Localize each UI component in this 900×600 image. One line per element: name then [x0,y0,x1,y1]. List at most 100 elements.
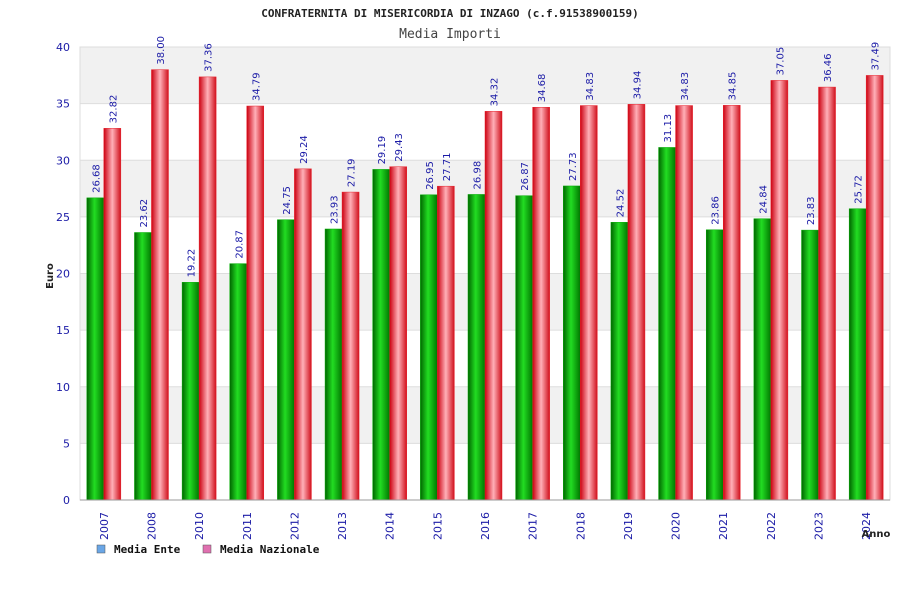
bar-nazionale-2019 [627,104,646,501]
y-axis-ticks: 0 5 10 15 20 25 30 35 40 [56,41,70,507]
value-label-ente-2018: 27.73 [568,152,579,181]
bar-nazionale-2012 [294,168,312,501]
x-tick-label: 2018 [574,512,587,540]
value-label-nazionale-2014: 29.43 [394,133,405,162]
value-label-nazionale-2022: 37.05 [775,47,786,76]
value-label-ente-2019: 24.52 [615,189,626,218]
y-tick-label: 5 [63,437,70,450]
value-label-ente-2013: 23.93 [330,195,341,224]
value-label-nazionale-2021: 34.85 [728,72,739,101]
bar-nazionale-2016 [484,111,503,501]
bar-ente-2021 [705,229,724,501]
chart-title: CONFRATERNITA DI MISERICORDIA DI INZAGO … [261,7,639,20]
value-label-nazionale-2008: 38.00 [156,36,167,65]
bar-ente-2018 [563,185,581,501]
x-tick-label: 2020 [670,512,683,540]
value-label-nazionale-2019: 34.94 [632,71,643,100]
x-tick-label: 2015 [431,512,444,540]
bar-ente-2023 [801,229,819,501]
y-tick-label: 15 [56,324,70,337]
bar-nazionale-2014 [389,166,407,501]
bar-nazionale-2015 [437,185,455,501]
bar-nazionale-2024 [865,75,884,501]
value-label-ente-2021: 23.86 [711,196,722,225]
legend-label-ente: Media Ente [114,543,181,556]
value-label-nazionale-2012: 29.24 [299,135,310,164]
bar-ente-2012 [277,219,295,501]
bar-ente-2008 [134,232,152,501]
legend-swatch-nazionale [202,544,212,554]
x-tick-label: 2017 [527,512,540,540]
value-label-ente-2022: 24.84 [758,185,769,214]
x-tick-label: 2024 [860,512,873,540]
value-label-nazionale-2013: 27.19 [347,158,358,187]
bar-ente-2011 [229,263,248,501]
x-tick-label: 2011 [241,512,254,540]
bar-nazionale-2022 [770,80,789,501]
value-label-nazionale-2016: 34.32 [490,78,501,107]
bar-nazionale-2010 [198,76,217,501]
value-label-nazionale-2023: 36.46 [823,53,834,82]
bar-nazionale-2020 [675,105,693,501]
x-tick-label: 2019 [622,512,635,540]
value-label-ente-2024: 25.72 [854,175,865,204]
value-label-nazionale-2017: 34.68 [537,74,548,103]
bar-nazionale-2013 [341,191,360,501]
x-tick-label: 2014 [384,512,397,540]
bar-nazionale-2008 [151,69,169,501]
bar-nazionale-2011 [246,105,265,501]
x-tick-label: 2007 [98,512,111,540]
y-tick-label: 0 [63,494,70,507]
y-tick-label: 40 [56,41,70,54]
bar-nazionale-2007 [103,128,122,501]
value-labels: 26.68 32.82 23.62 38.00 19.22 37.36 20.87 34.79… [91,36,881,277]
value-label-ente-2016: 26.98 [473,161,484,190]
bar-ente-2015 [420,194,438,501]
value-label-nazionale-2015: 27.71 [442,153,453,182]
value-label-ente-2008: 23.62 [139,199,150,228]
x-axis-label: Anno [862,529,891,540]
y-tick-label: 10 [56,381,70,394]
legend: Media Ente Media Nazionale [96,543,320,556]
legend-label-nazionale: Media Nazionale [220,543,320,556]
x-tick-label: 2012 [288,512,301,540]
value-label-ente-2015: 26.95 [425,161,436,190]
y-tick-label: 25 [56,211,70,224]
y-axis-label: Euro [45,263,56,289]
value-label-nazionale-2007: 32.82 [108,95,119,124]
bar-ente-2016 [467,194,486,501]
bar-nazionale-2018 [580,105,598,501]
value-label-nazionale-2020: 34.83 [680,72,691,101]
y-tick-label: 20 [56,268,70,281]
bar-ente-2022 [753,218,772,501]
bar-ente-2020 [658,147,676,501]
x-axis-ticks: 2007 2008 2010 2011 2012 2013 2014 2015 2016 2017… [98,512,873,540]
value-label-ente-2011: 20.87 [234,230,245,259]
bar-ente-2024 [848,208,867,501]
bar-nazionale-2023 [818,86,836,501]
x-tick-label: 2022 [765,512,778,540]
bar-ente-2013 [324,228,343,501]
value-label-ente-2020: 31.13 [663,114,674,143]
x-tick-label: 2016 [479,512,492,540]
x-tick-label: 2021 [717,512,730,540]
value-label-nazionale-2011: 34.79 [251,72,262,101]
legend-swatch-ente [96,544,106,554]
chart-subtitle: Media Importi [399,27,501,42]
y-tick-label: 30 [56,154,70,167]
value-label-ente-2007: 26.68 [91,164,102,193]
value-label-nazionale-2010: 37.36 [204,43,215,72]
value-label-nazionale-2024: 37.49 [871,42,882,71]
bar-ente-2019 [610,222,629,501]
x-tick-label: 2010 [193,512,206,540]
value-label-ente-2012: 24.75 [282,186,293,215]
bar-nazionale-2017 [532,106,550,501]
bar-ente-2010 [181,282,200,501]
x-tick-label: 2013 [336,512,349,540]
bar-ente-2007 [86,197,105,501]
value-label-nazionale-2018: 34.83 [585,72,596,101]
x-tick-label: 2008 [145,512,158,540]
value-label-ente-2023: 23.83 [806,196,817,225]
bars [86,69,884,501]
value-label-ente-2014: 29.19 [377,136,388,165]
